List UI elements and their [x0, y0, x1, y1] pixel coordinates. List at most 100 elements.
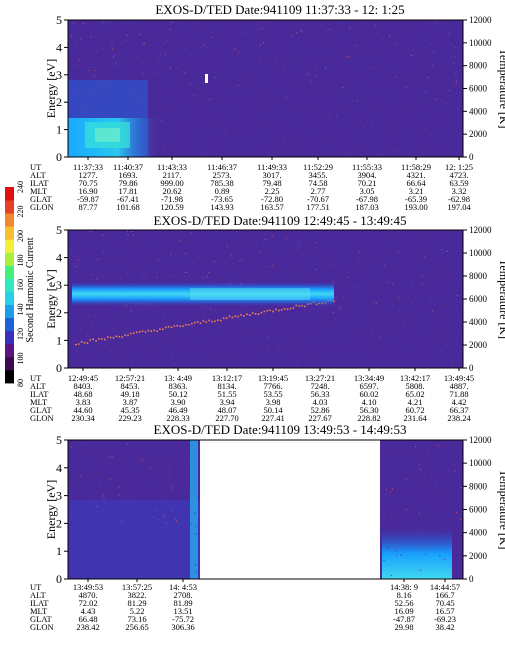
noise-pixel	[257, 29, 260, 31]
noise-pixel	[69, 47, 71, 49]
noise-pixel	[435, 462, 438, 465]
table-cell: 256.65	[125, 622, 148, 632]
noise-pixel	[326, 359, 328, 362]
noise-pixel	[179, 484, 182, 486]
table-cell: 120.59	[160, 202, 183, 212]
colorbar-tick-label: 80	[16, 379, 25, 387]
noise-pixel	[211, 31, 213, 33]
noise-pixel	[378, 116, 380, 118]
noise-pixel	[303, 311, 305, 314]
noise-pixel	[339, 309, 341, 310]
noise-pixel	[447, 250, 448, 252]
orbit-info-table: UTALTILATMLTGLATGLON11:37:331277.70.7516…	[30, 157, 473, 212]
noise-pixel	[208, 74, 210, 76]
noise-pixel	[357, 56, 360, 58]
temperature-tick-label: 10000	[469, 458, 492, 468]
noise-pixel	[231, 254, 233, 256]
noise-pixel	[184, 543, 187, 545]
noise-pixel	[433, 106, 435, 108]
noise-pixel	[161, 526, 163, 529]
noise-pixel	[93, 551, 95, 554]
table-cell: 65.02	[405, 389, 424, 399]
noise-pixel	[116, 35, 118, 38]
noise-pixel	[441, 249, 442, 251]
table-cell: 999.00	[160, 178, 183, 188]
row-label: ILAT	[30, 598, 49, 608]
noise-pixel	[252, 36, 254, 39]
noise-pixel	[217, 320, 219, 323]
energy-tick-label: 2	[56, 95, 62, 109]
noise-pixel	[390, 484, 393, 487]
noise-pixel	[236, 230, 238, 233]
noise-pixel	[184, 325, 186, 327]
table-cell: 70.21	[357, 178, 376, 188]
table-cell: 3822.	[127, 590, 146, 600]
table-cell: 7766.	[263, 381, 282, 391]
noise-pixel	[374, 276, 377, 279]
noise-pixel	[170, 350, 172, 353]
table-cell: 228.33	[166, 413, 189, 423]
energy-tick-label: 5	[56, 223, 62, 237]
noise-pixel	[428, 317, 431, 319]
noise-pixel	[436, 53, 438, 55]
table-cell: 48.68	[73, 389, 92, 399]
noise-pixel	[447, 127, 449, 130]
noise-pixel	[396, 76, 397, 78]
table-cell: 193.00	[404, 202, 427, 212]
noise-pixel	[315, 70, 318, 72]
low-energy-ion-flux	[68, 80, 158, 157]
noise-pixel	[171, 357, 173, 360]
noise-pixel	[296, 247, 298, 250]
noise-pixel	[212, 37, 214, 39]
temperature-point	[275, 308, 277, 311]
noise-pixel	[91, 495, 93, 497]
noise-pixel	[93, 237, 96, 240]
noise-pixel	[244, 310, 246, 312]
row-label: MLT	[30, 606, 48, 616]
noise-pixel	[455, 339, 458, 341]
noise-pixel	[75, 55, 77, 57]
noise-pixel	[455, 286, 457, 289]
noise-pixel	[299, 242, 301, 245]
table-cell: 11:49:33	[257, 162, 287, 172]
temperature-tick-label: 6000	[469, 84, 488, 94]
table-cell: 3.21	[409, 186, 424, 196]
noise-pixel	[155, 72, 158, 75]
noise-pixel	[431, 64, 433, 66]
noise-pixel	[291, 49, 294, 51]
noise-pixel	[170, 129, 172, 131]
noise-pixel	[105, 574, 107, 577]
noise-pixel	[383, 450, 385, 452]
noise-pixel	[90, 320, 92, 322]
noise-pixel	[69, 50, 71, 53]
noise-pixel	[315, 52, 317, 54]
noise-pixel	[190, 232, 192, 234]
noise-pixel	[367, 74, 370, 76]
noise-pixel	[321, 276, 323, 278]
noise-pixel	[95, 449, 97, 451]
noise-pixel	[131, 503, 133, 505]
table-cell: 238.42	[76, 622, 99, 632]
table-cell: -71.98	[161, 194, 183, 204]
table-cell: 306.36	[171, 622, 194, 632]
table-cell: 66.37	[449, 405, 468, 415]
noise-pixel	[352, 99, 354, 101]
noise-pixel	[271, 236, 273, 238]
noise-pixel	[110, 47, 113, 50]
noise-pixel	[419, 544, 422, 547]
noise-pixel	[70, 446, 72, 448]
noise-pixel	[87, 230, 90, 232]
noise-pixel	[198, 256, 200, 258]
noise-pixel	[312, 54, 314, 56]
noise-pixel	[105, 257, 107, 259]
colorbar-swatch	[5, 252, 14, 266]
noise-pixel	[410, 280, 412, 283]
noise-pixel	[80, 349, 82, 351]
noise-pixel	[439, 554, 441, 557]
noise-pixel	[150, 482, 152, 484]
noise-pixel	[88, 451, 91, 454]
noise-pixel	[201, 257, 204, 259]
colorbar-swatch	[5, 187, 14, 201]
noise-pixel	[98, 34, 100, 37]
noise-pixel	[408, 467, 411, 469]
